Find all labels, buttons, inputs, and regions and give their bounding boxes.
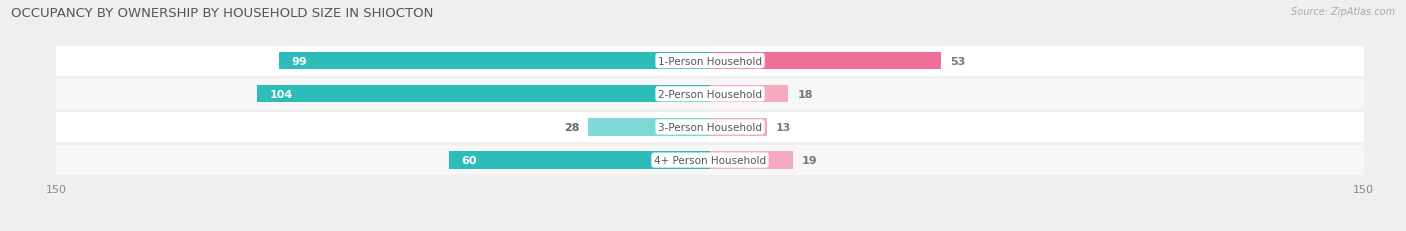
Text: 1-Person Household: 1-Person Household	[658, 56, 762, 66]
Bar	[56, 112, 1364, 142]
Bar	[56, 146, 1364, 175]
Bar	[710, 152, 793, 169]
Text: 2-Person Household: 2-Person Household	[658, 89, 762, 99]
Bar	[257, 86, 710, 103]
Text: 28: 28	[564, 122, 579, 132]
Bar	[56, 79, 1364, 109]
Text: Source: ZipAtlas.com: Source: ZipAtlas.com	[1291, 7, 1395, 17]
Text: 53: 53	[950, 56, 965, 66]
Text: OCCUPANCY BY OWNERSHIP BY HOUSEHOLD SIZE IN SHIOCTON: OCCUPANCY BY OWNERSHIP BY HOUSEHOLD SIZE…	[11, 7, 433, 20]
Text: 99: 99	[291, 56, 308, 66]
Bar	[278, 53, 710, 70]
Bar	[588, 119, 710, 136]
Bar	[710, 86, 789, 103]
Text: 60: 60	[461, 155, 477, 165]
Text: 3-Person Household: 3-Person Household	[658, 122, 762, 132]
Text: 104: 104	[270, 89, 292, 99]
Bar	[449, 152, 710, 169]
Text: 4+ Person Household: 4+ Person Household	[654, 155, 766, 165]
Text: 13: 13	[776, 122, 790, 132]
Bar	[56, 46, 1364, 76]
Bar	[710, 53, 941, 70]
Text: 19: 19	[801, 155, 817, 165]
Text: 18: 18	[797, 89, 813, 99]
Bar	[710, 119, 766, 136]
